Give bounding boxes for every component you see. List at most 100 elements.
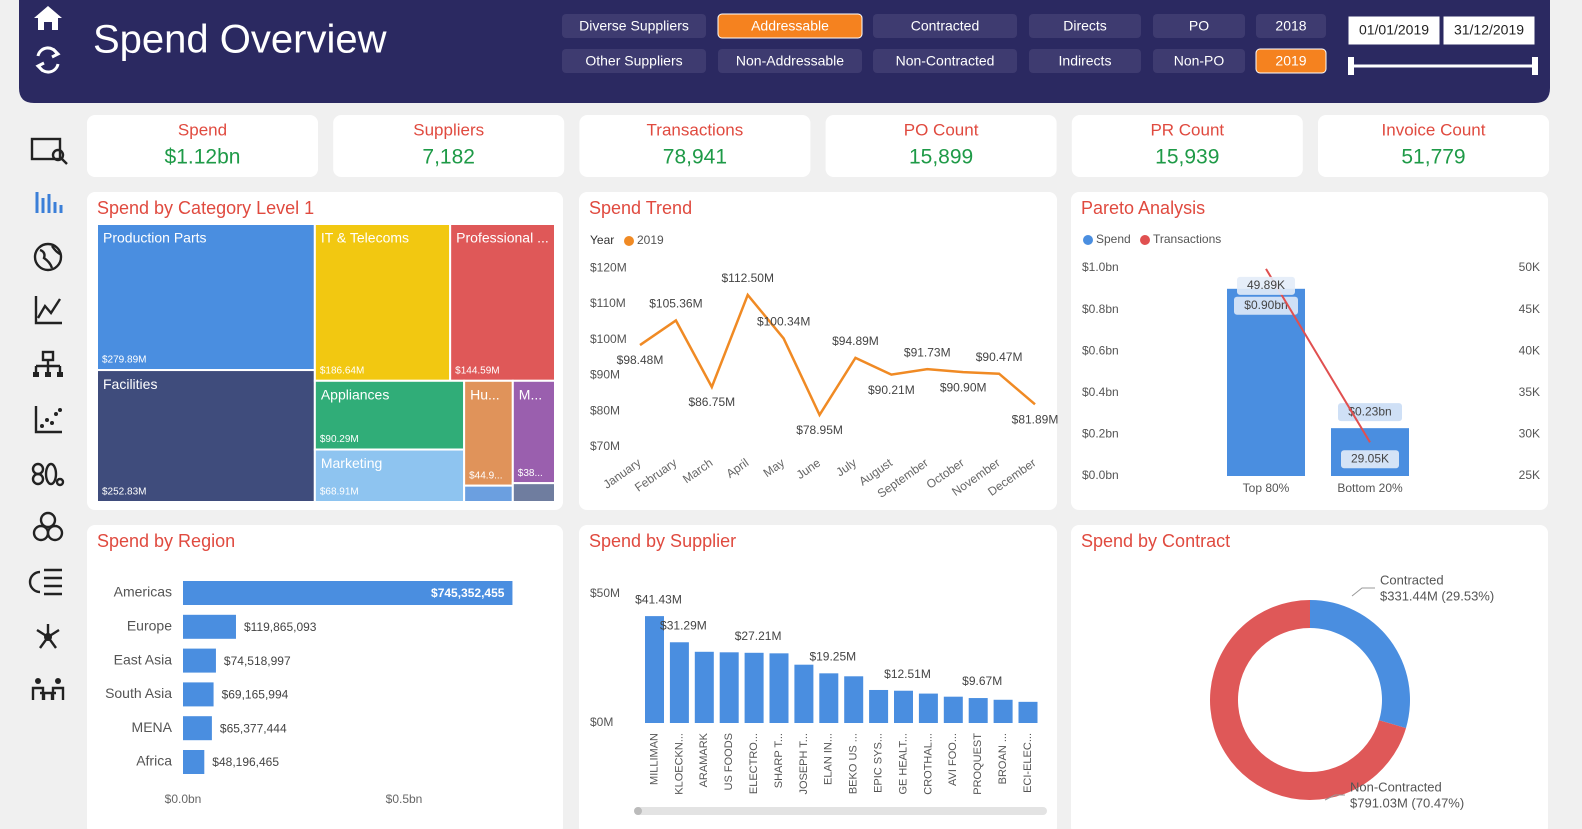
kpi-value: 15,899 xyxy=(909,146,973,169)
filter-label: Other Suppliers xyxy=(585,53,682,69)
treemap-cell xyxy=(511,482,556,503)
filter-button[interactable] xyxy=(718,49,862,73)
y-tick-label: $0.0bn xyxy=(1082,468,1119,482)
nav-icon[interactable] xyxy=(33,242,63,272)
nav-icon[interactable] xyxy=(30,137,68,165)
chart-title: Spend by Region xyxy=(97,531,235,551)
filter-button[interactable] xyxy=(1255,48,1327,74)
value-label: $144.59M xyxy=(455,365,499,376)
legend-label: 2019 xyxy=(637,233,664,247)
nav-icon[interactable] xyxy=(33,350,63,377)
bar xyxy=(869,689,889,723)
value-label: $68.91M xyxy=(320,487,359,498)
y-tick-label: $0M xyxy=(590,715,613,729)
filter-button[interactable] xyxy=(717,13,863,39)
y-tick-label: $120M xyxy=(590,260,627,274)
nav-icon[interactable] xyxy=(32,511,64,542)
value-label: $279.89M xyxy=(102,355,146,366)
y-tick-label: $100M xyxy=(590,332,627,346)
slice-label: Non-Contracted xyxy=(1350,779,1442,794)
scroll-thumb[interactable] xyxy=(634,807,642,815)
value-label: $27.21M xyxy=(735,629,782,643)
filter-button[interactable] xyxy=(1029,49,1141,73)
date-box[interactable] xyxy=(1347,15,1441,46)
kpi-value: 15,939 xyxy=(1155,146,1219,169)
scrollbar[interactable] xyxy=(635,807,1047,815)
bar xyxy=(183,750,205,774)
home-icon[interactable] xyxy=(34,6,62,30)
kpi-card xyxy=(1318,115,1549,177)
filter-label: Directs xyxy=(1063,18,1107,34)
value-label: $0.23bn xyxy=(1348,404,1391,418)
value-label: $90.21M xyxy=(868,383,915,397)
cell-label: Facilities xyxy=(103,376,157,392)
bar xyxy=(183,648,216,673)
y2-tick-label: 40K xyxy=(1519,343,1540,357)
nav-icon[interactable] xyxy=(28,568,62,596)
kpi-value: 78,941 xyxy=(663,146,727,169)
y-tick-label: $70M xyxy=(590,439,620,453)
bar xyxy=(769,653,789,723)
chart-title: Spend by Contract xyxy=(1081,531,1230,551)
nav-icon[interactable] xyxy=(34,406,62,434)
y-tick-label: MENA xyxy=(132,719,173,735)
date-text: 31/12/2019 xyxy=(1454,22,1524,38)
legend-dot xyxy=(1083,235,1093,245)
date-slider[interactable] xyxy=(1348,57,1538,75)
kpi-value: $1.12bn xyxy=(165,146,241,169)
x-tick-label: $0.5bn xyxy=(386,792,423,806)
filter-button[interactable] xyxy=(1153,14,1245,38)
x-tick-label: BEKO US ... xyxy=(848,733,860,794)
x-tick-label: SHARP T... xyxy=(773,733,785,788)
nav-icon[interactable] xyxy=(35,192,63,213)
cell-label: M... xyxy=(519,386,542,402)
filter-label: Addressable xyxy=(751,18,829,34)
filter-button[interactable] xyxy=(562,14,706,38)
value-label: $78.95M xyxy=(796,423,843,437)
nav-icon[interactable] xyxy=(31,462,65,487)
y2-tick-label: 35K xyxy=(1519,385,1540,399)
filter-label: 2019 xyxy=(1275,53,1306,69)
y-tick-label: $1.0bn xyxy=(1082,260,1119,274)
date-box[interactable] xyxy=(1442,15,1536,46)
value-label: $81.89M xyxy=(1012,413,1059,427)
refresh-icon[interactable] xyxy=(35,46,61,74)
cell-label: Production Parts xyxy=(103,230,207,246)
legend-title: Year xyxy=(590,233,614,247)
filter-button[interactable] xyxy=(562,49,706,73)
y-tick-label: South Asia xyxy=(105,685,172,701)
value-label: $100.34M xyxy=(757,315,810,329)
filter-button[interactable] xyxy=(873,49,1017,73)
bar xyxy=(1018,701,1038,723)
value-label: $86.75M xyxy=(688,395,735,409)
legend-label: Spend xyxy=(1096,232,1131,246)
cell-label: Appliances xyxy=(321,386,390,402)
filter-button[interactable] xyxy=(1153,49,1245,73)
sidebar xyxy=(28,137,68,700)
x-tick-label: AVI FOO... xyxy=(947,733,959,786)
nav-icon[interactable] xyxy=(34,296,62,325)
bar xyxy=(819,673,839,723)
treemap-cell xyxy=(313,448,466,504)
kpi-card xyxy=(825,115,1057,177)
treemap-cell xyxy=(96,223,316,372)
leader-line xyxy=(1351,587,1375,597)
filter-button[interactable] xyxy=(1256,14,1326,38)
legend-label: Transactions xyxy=(1153,232,1221,246)
nav-icon[interactable] xyxy=(36,624,60,649)
y-tick-label: $90M xyxy=(590,368,620,382)
x-tick-label: Top 80% xyxy=(1243,481,1290,495)
filter-button[interactable] xyxy=(1029,14,1141,38)
value-label: $74,518,997 xyxy=(224,654,291,668)
treemap-cell xyxy=(463,484,514,504)
value-label: $105.36M xyxy=(649,297,702,311)
filter-button[interactable] xyxy=(873,14,1017,38)
value-label: $44.9... xyxy=(469,470,502,481)
value-label: $38... xyxy=(518,468,543,479)
filter-label: Indirects xyxy=(1059,53,1112,69)
nav-icon[interactable] xyxy=(31,678,65,700)
donut-slice xyxy=(1310,600,1410,729)
kpi-label: Invoice Count xyxy=(1382,120,1486,139)
bar xyxy=(183,614,236,639)
